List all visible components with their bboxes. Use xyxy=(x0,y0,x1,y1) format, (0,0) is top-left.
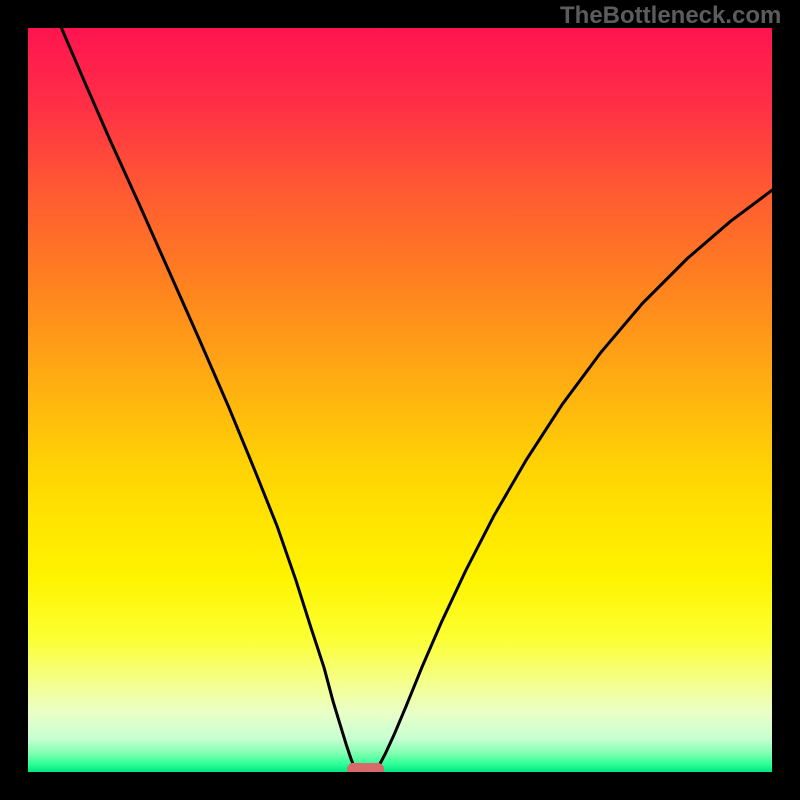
watermark-text: TheBottleneck.com xyxy=(560,2,781,30)
gradient-background xyxy=(28,28,772,772)
curve-layer xyxy=(28,28,772,772)
bottleneck-marker xyxy=(347,763,384,772)
plot-area xyxy=(28,28,772,772)
